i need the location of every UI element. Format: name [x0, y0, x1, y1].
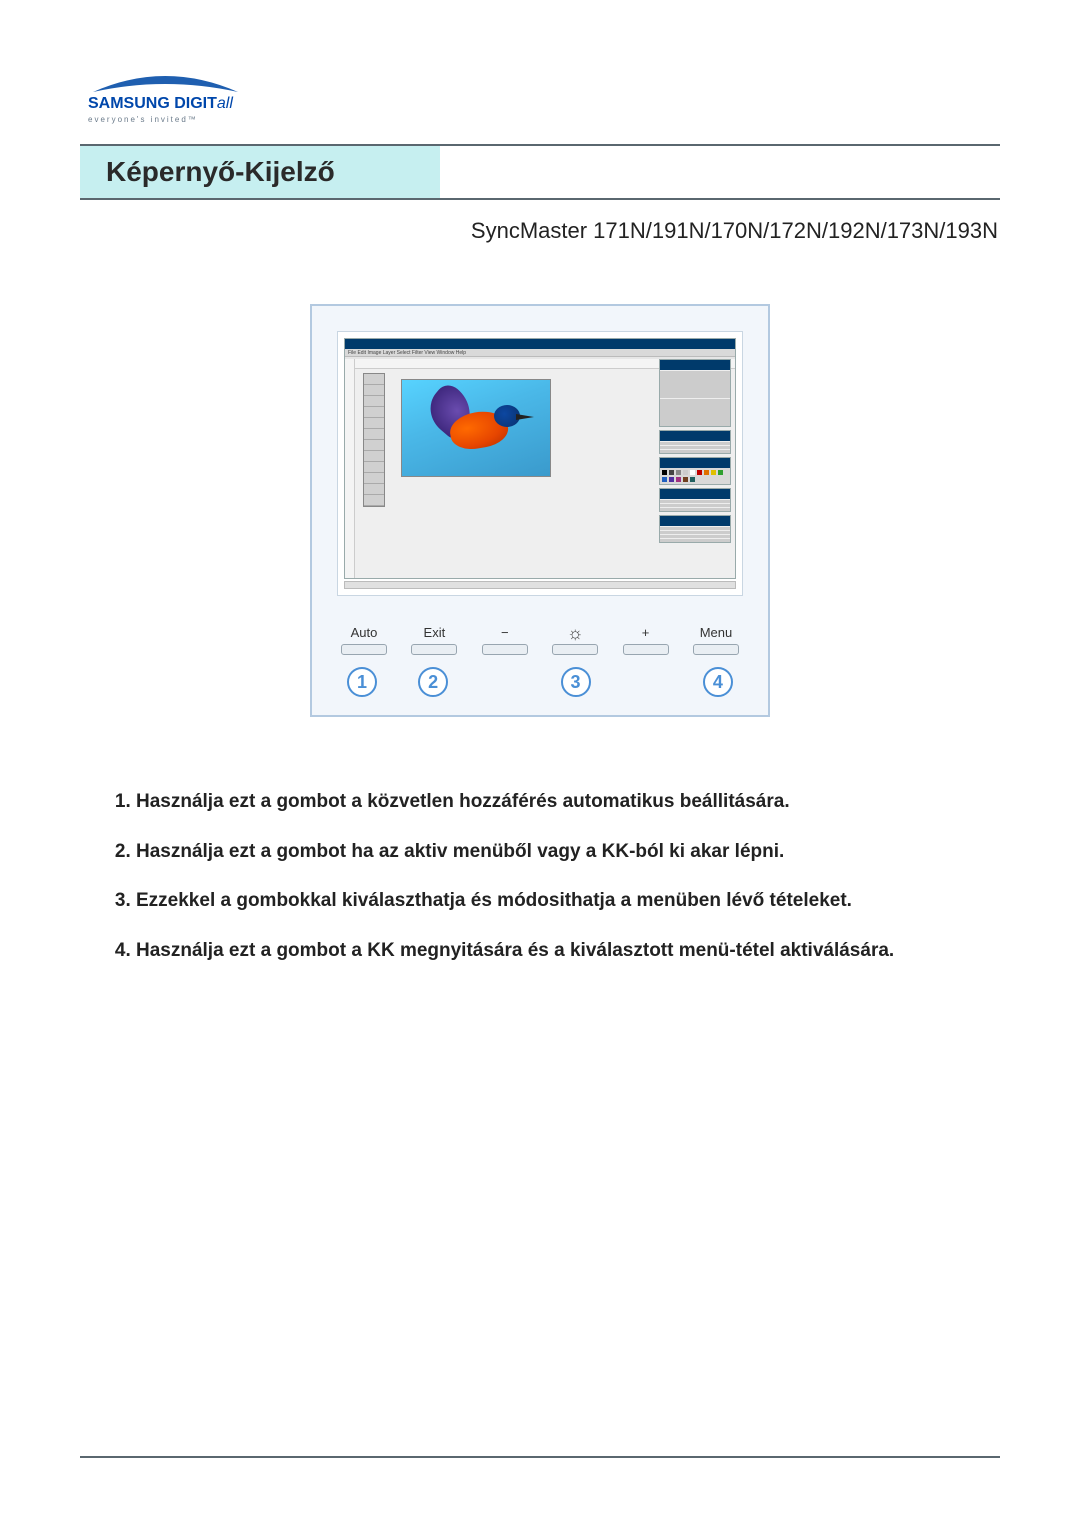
ruler-vertical — [345, 359, 355, 578]
navigator-panel — [659, 359, 731, 427]
menu-button[interactable] — [693, 644, 739, 655]
divider-under-title — [80, 198, 1000, 200]
logo-tagline: everyone's invited™ — [88, 115, 1000, 124]
instructions-block: Használja ezt a gombot a közvetlen hozzá… — [80, 789, 1000, 964]
history-panel — [659, 488, 731, 512]
menu-label: Menu — [700, 625, 733, 640]
swatch — [669, 470, 674, 475]
title-highlight: Képernyő-Kijelző — [80, 146, 440, 198]
app-menubar: File Edit Image Layer Select Filter View… — [345, 349, 735, 357]
swatch — [669, 477, 674, 482]
brightness-button-group: ☼ — [552, 624, 598, 655]
swatch — [718, 470, 723, 475]
app-titlebar — [345, 339, 735, 349]
callout-1: 1 — [347, 667, 377, 697]
swatch — [697, 470, 702, 475]
auto-button[interactable] — [341, 644, 387, 655]
swatch — [704, 470, 709, 475]
page-title: Képernyő-Kijelző — [106, 156, 335, 188]
model-subtitle: SyncMaster 171N/191N/170N/172N/192N/173N… — [80, 218, 1000, 244]
title-bar: Képernyő-Kijelző — [80, 146, 1000, 198]
plus-label: + — [642, 625, 650, 640]
instruction-1: Használja ezt a gombot a közvetlen hozzá… — [136, 789, 990, 815]
swatch — [676, 470, 681, 475]
exit-button-group: Exit — [411, 625, 457, 655]
minus-label: − — [501, 625, 509, 640]
bird-beak-icon — [516, 414, 534, 420]
minus-button-group: − — [482, 625, 528, 655]
image-canvas — [401, 379, 551, 477]
exit-button[interactable] — [411, 644, 457, 655]
swatches-panel — [659, 457, 731, 485]
logo-brand-main: SAMSUNG DIGIT — [88, 95, 217, 112]
side-panels — [659, 359, 731, 578]
plus-button[interactable] — [623, 644, 669, 655]
color-panel — [659, 430, 731, 454]
swatch — [683, 470, 688, 475]
swatch — [662, 477, 667, 482]
device-figure: File Edit Image Layer Select Filter View… — [310, 304, 770, 717]
number-row: 1 2 3 4 — [337, 667, 743, 697]
exit-label: Exit — [424, 625, 446, 640]
hardware-button-row: Auto Exit − ☼ + Menu — [337, 624, 743, 655]
layers-panel — [659, 515, 731, 543]
brightness-icon: ☼ — [567, 624, 584, 642]
plus-button-group: + — [623, 625, 669, 655]
app-window: File Edit Image Layer Select Filter View… — [344, 338, 736, 579]
title-spacer — [440, 146, 1000, 198]
swatch — [683, 477, 688, 482]
brightness-button[interactable] — [552, 644, 598, 655]
logo-swoosh-icon — [88, 70, 243, 98]
instruction-2: Használja ezt a gombot ha az aktiv menüb… — [136, 839, 990, 865]
logo-brand: SAMSUNG DIGITall — [88, 95, 233, 112]
scrollbar-horizontal — [344, 581, 736, 589]
logo-brand-ital: all — [217, 95, 233, 112]
auto-label: Auto — [351, 625, 378, 640]
monitor-screen: File Edit Image Layer Select Filter View… — [337, 331, 743, 596]
swatch — [676, 477, 681, 482]
swatch — [690, 477, 695, 482]
swatch — [662, 470, 667, 475]
callout-3: 3 — [561, 667, 591, 697]
instruction-3: Ezzekkel a gombokkal kiválaszthatja és m… — [136, 888, 990, 914]
instruction-4: Használja ezt a gombot a KK megnyitására… — [136, 938, 990, 964]
swatch — [690, 470, 695, 475]
menu-button-group: Menu — [693, 625, 739, 655]
logo: SAMSUNG DIGITall everyone's invited™ — [88, 70, 1000, 124]
minus-button[interactable] — [482, 644, 528, 655]
swatch — [711, 470, 716, 475]
callout-4: 4 — [703, 667, 733, 697]
callout-2: 2 — [418, 667, 448, 697]
auto-button-group: Auto — [341, 625, 387, 655]
toolbox-panel — [363, 373, 385, 507]
divider-footer — [80, 1456, 1000, 1458]
